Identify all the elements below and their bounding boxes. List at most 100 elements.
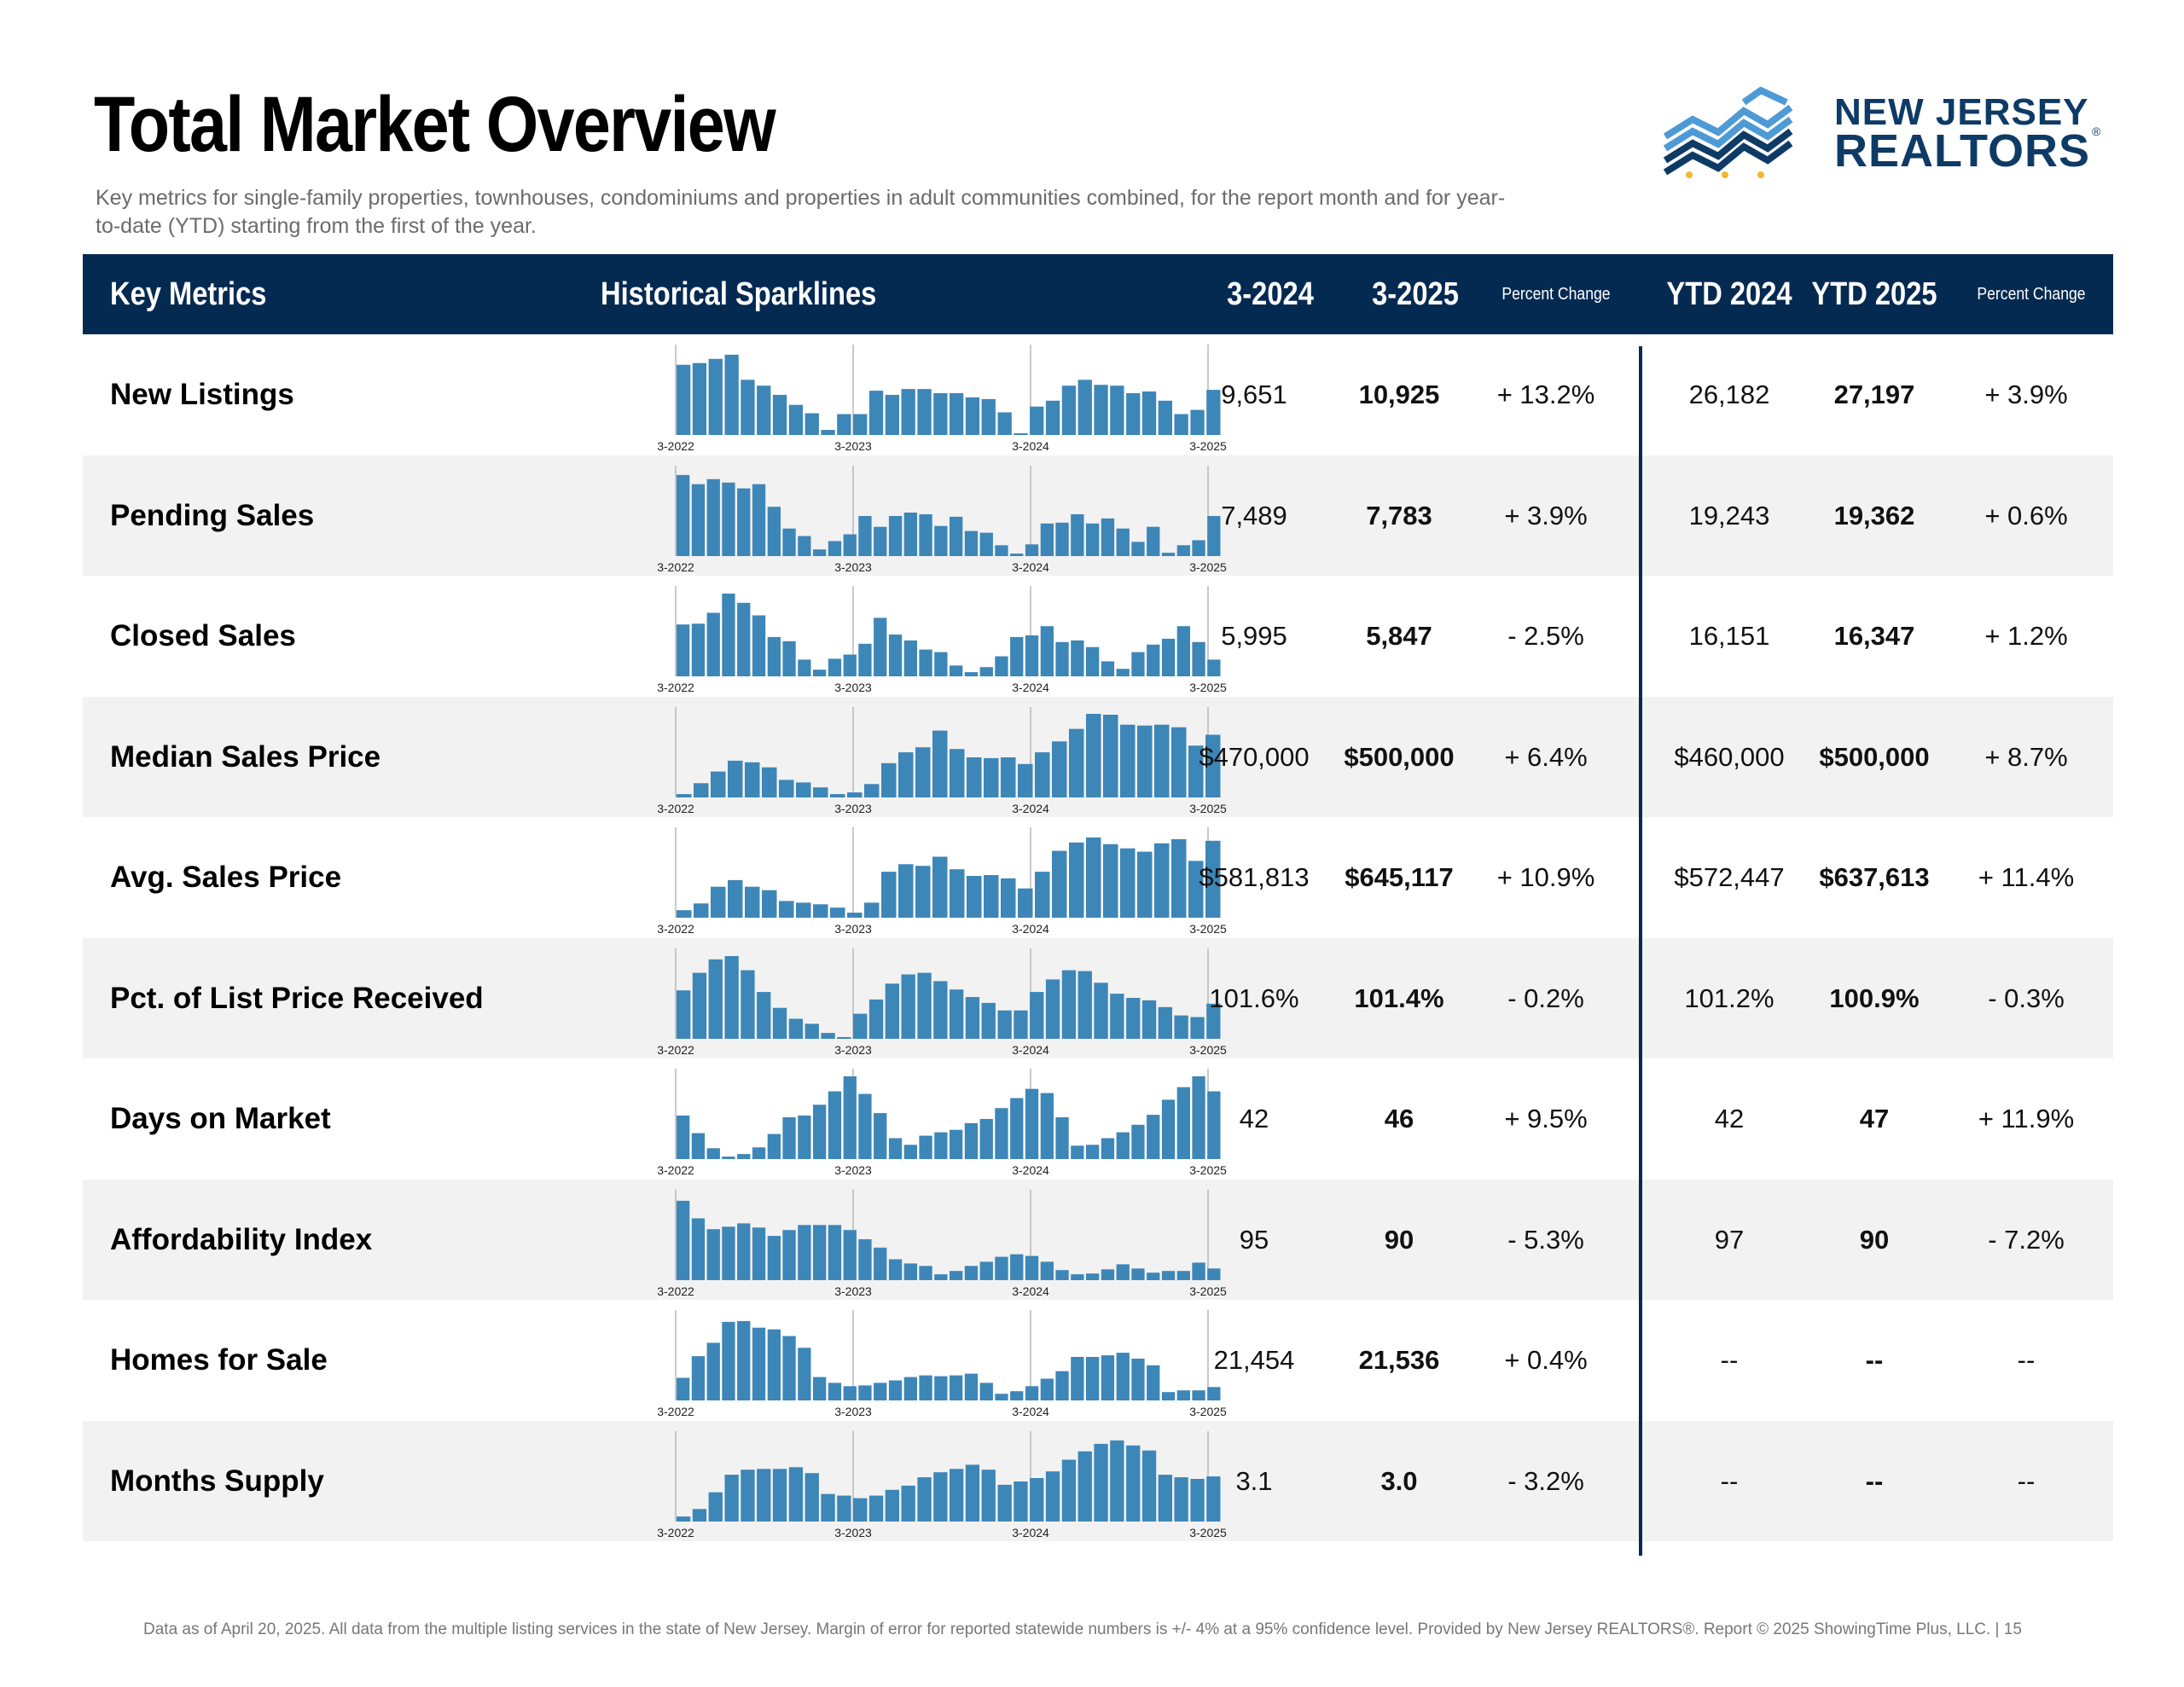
sparkline-bar: [1040, 626, 1054, 676]
sparkline-bar: [1094, 1443, 1108, 1522]
sparkline-bar: [1141, 1000, 1157, 1039]
sparkline-bar: [1131, 541, 1145, 556]
sparkline-bar: [837, 1495, 851, 1522]
table-row: Closed Sales 3-2022 3-2023 3-2024 3-2025 5,…: [83, 576, 2113, 697]
sparkline-bar: [1061, 1459, 1077, 1522]
sparkline-axis-label: 3-2024: [1012, 1163, 1049, 1177]
sparkline-bar: [915, 866, 931, 918]
sparkline-bar: [919, 1375, 932, 1400]
sparkline-bar: [1126, 393, 1141, 435]
sparkline-bar: [888, 1380, 903, 1400]
sparkline-axis-label: 3-2025: [1189, 802, 1227, 815]
sparkline-bar: [1116, 1353, 1130, 1400]
sparkline-bar: [847, 913, 863, 918]
header-3-2024: 3-2024: [1227, 276, 1314, 312]
sparkline-bar: [1086, 837, 1101, 918]
sparkline-bar: [1052, 850, 1067, 918]
sparkline-bar: [1040, 1378, 1054, 1400]
sparkline-bar: [995, 656, 1008, 676]
sparkline-bar: [782, 528, 796, 556]
sparkline-bar: [1086, 646, 1100, 676]
sparkline-bar: [1206, 390, 1221, 435]
sparkline-bar: [677, 910, 692, 918]
sparkline-bar: [888, 515, 903, 556]
sparkline-bar: [1161, 552, 1176, 556]
sparkline-bar: [677, 624, 690, 676]
sparkline-bar: [779, 779, 794, 797]
value-3-2025: 3.0: [1380, 1465, 1418, 1496]
sparkline-bar: [1141, 1450, 1157, 1522]
sparkline-bar: [1086, 713, 1101, 797]
sparkline-bar: [1206, 1475, 1221, 1522]
sparkline-bar: [903, 1262, 917, 1280]
sparkline-axis-label: 3-2022: [657, 681, 694, 694]
sparkline-bar: [981, 1002, 996, 1039]
page-subtitle: Key metrics for single-family properties…: [96, 186, 1506, 238]
sparkline-bar: [1045, 1470, 1060, 1522]
sparkline-bar: [1110, 386, 1124, 435]
sparkline-bar: [932, 856, 948, 918]
sparkline-bar: [677, 1116, 690, 1159]
sparkline-bar: [858, 1385, 872, 1400]
sparkline-bar: [1137, 725, 1153, 797]
sparkline-bar: [885, 983, 899, 1039]
sparkline-axis-label: 3-2025: [1189, 681, 1227, 694]
sparkline-bar: [1101, 1355, 1115, 1400]
sparkline-bar: [1190, 409, 1205, 435]
sparkline-bar: [1101, 1268, 1115, 1280]
logo-text-line1: NEW JERSEY: [1834, 91, 2089, 133]
sparkline-bar: [1071, 1145, 1084, 1159]
sparkline-bar: [1086, 523, 1100, 556]
value-3-2025: 7,783: [1366, 500, 1432, 530]
sparkline: 3-2022 3-2023 3-2024 3-2025: [657, 827, 1227, 936]
sparkline-axis-label: 3-2025: [1189, 1284, 1227, 1298]
sparkline-bar: [691, 484, 706, 556]
sparkline-axis-label: 3-2023: [834, 1043, 872, 1057]
sparkline-bar: [901, 389, 915, 435]
metric-label: New Listings: [110, 378, 294, 411]
sparkline-bar: [917, 1476, 932, 1522]
sparkline-bar: [691, 1356, 706, 1400]
sparkline: 3-2022 3-2023 3-2024 3-2025: [657, 1310, 1227, 1418]
sparkline-bar: [1174, 414, 1188, 435]
sparkline-bar: [1174, 1015, 1188, 1039]
sparkline-bar: [1171, 727, 1187, 797]
table-row: Median Sales Price 3-2022 3-2023 3-2024 3-2…: [83, 696, 2113, 817]
sparkline-bar: [706, 1228, 720, 1280]
sparkline-bar: [1077, 380, 1092, 435]
sparkline-bar: [1061, 386, 1077, 435]
sparkline-bar: [772, 1468, 787, 1522]
value-ytd-2024: 26,182: [1688, 380, 1770, 409]
sparkline-bar: [752, 1327, 766, 1400]
sparkline-bar: [995, 1394, 1008, 1400]
sparkline-bar: [711, 886, 726, 918]
sparkline-bar: [724, 354, 739, 435]
sparkline-bar: [1131, 1124, 1145, 1159]
sparkline-bar: [1158, 1006, 1172, 1039]
sparkline-bar: [964, 672, 979, 676]
sparkline-bar: [813, 786, 828, 797]
sparkline-axis-label: 3-2023: [834, 1405, 872, 1418]
value-ytd-2024: $572,447: [1674, 862, 1785, 892]
value-ytd-2024: 97: [1714, 1224, 1745, 1255]
sparkline-bar: [885, 1489, 899, 1522]
sparkline-bar: [1086, 1272, 1100, 1280]
sparkline-bar: [813, 904, 828, 918]
sparkline-bar: [1025, 1255, 1039, 1280]
value-3-2024: 3.1: [1235, 1465, 1273, 1496]
table-row: Homes for Sale 3-2022 3-2023 3-2024 3-2025 …: [83, 1300, 2113, 1421]
sparkline-bar: [788, 404, 804, 435]
sparkline-bar: [995, 1256, 1008, 1280]
sparkline-axis-label: 3-2025: [1189, 1405, 1227, 1418]
sparkline-axis-label: 3-2024: [1012, 681, 1049, 694]
percent-change: + 3.9%: [1504, 500, 1588, 530]
value-3-2024: 101.6%: [1209, 983, 1299, 1013]
sparkline-bar: [950, 665, 963, 676]
sparkline-bar: [752, 484, 766, 556]
sparkline-axis-label: 3-2025: [1189, 1043, 1227, 1057]
ytd-percent-change: + 0.6%: [1984, 500, 2068, 530]
sparkline-axis-label: 3-2023: [834, 1284, 872, 1298]
value-3-2025: $500,000: [1344, 741, 1455, 772]
sparkline-bar: [1176, 1270, 1190, 1280]
header-ytd-2024: YTD 2024: [1666, 276, 1792, 312]
